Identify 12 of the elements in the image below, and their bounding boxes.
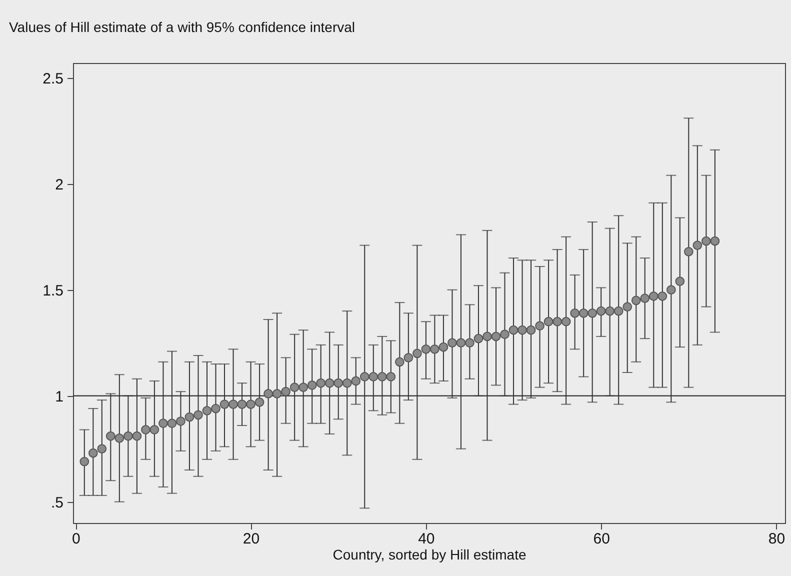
y-tick-label: 2 bbox=[55, 176, 64, 194]
x-tick-label: 0 bbox=[72, 530, 80, 548]
y-tick-label: 1.5 bbox=[42, 282, 64, 300]
y-tick-label: 1 bbox=[55, 388, 64, 406]
x-tick-label: 40 bbox=[418, 530, 435, 548]
y-tick-label: .5 bbox=[50, 494, 64, 512]
x-axis-title: Country, sorted by Hill estimate bbox=[332, 546, 526, 562]
x-tick-label: 20 bbox=[242, 530, 260, 548]
y-tick-label: 2.5 bbox=[42, 70, 64, 88]
x-tick-label: 60 bbox=[593, 530, 610, 548]
chart-title: Values of Hill estimate of a with 95% confidence interval bbox=[9, 19, 356, 35]
x-tick-label: 80 bbox=[768, 530, 786, 548]
